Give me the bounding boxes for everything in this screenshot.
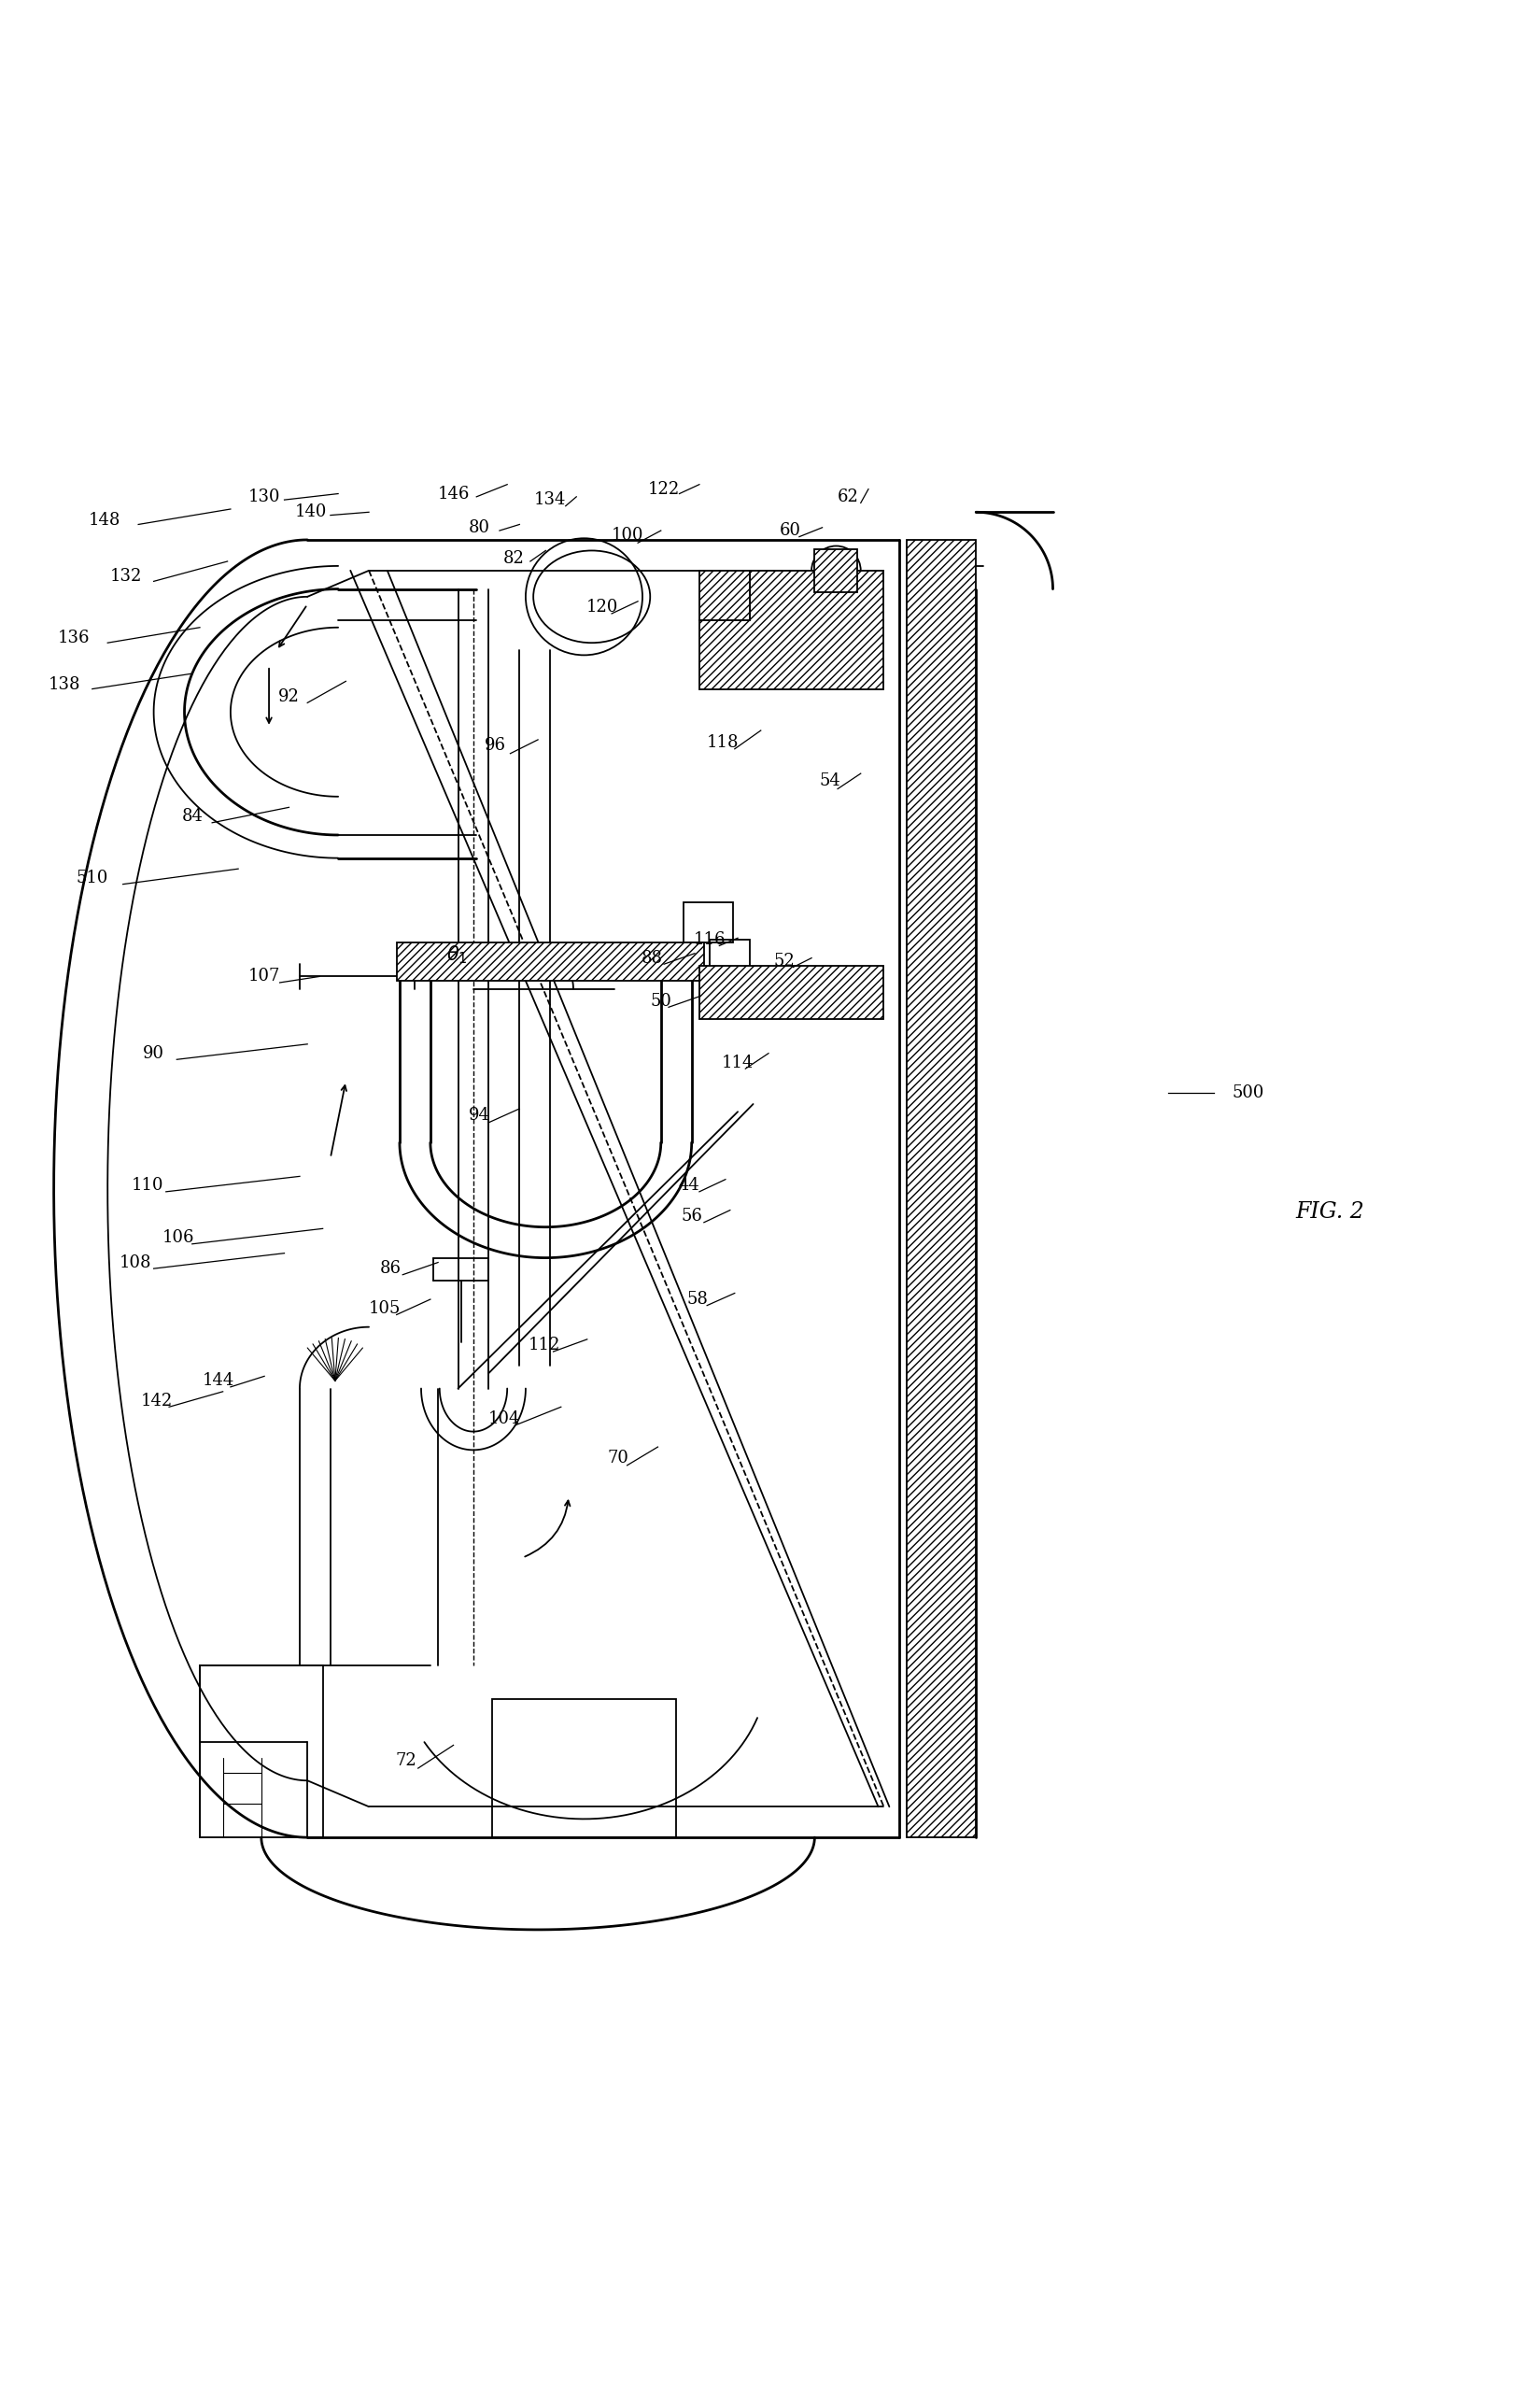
Bar — [710, 939, 750, 978]
Text: 62: 62 — [838, 489, 859, 506]
Text: 106: 106 — [163, 1230, 194, 1247]
Text: 80: 80 — [469, 520, 490, 537]
Bar — [200, 1666, 323, 1837]
Text: 100: 100 — [612, 527, 642, 544]
Text: 144: 144 — [203, 1373, 234, 1389]
Bar — [684, 903, 733, 942]
Text: 114: 114 — [722, 1055, 753, 1072]
Text: 138: 138 — [49, 677, 80, 694]
Text: 90: 90 — [143, 1045, 164, 1062]
Text: 56: 56 — [681, 1209, 702, 1226]
Text: 134: 134 — [535, 491, 566, 508]
Polygon shape — [699, 571, 750, 619]
Text: 82: 82 — [503, 549, 524, 566]
Polygon shape — [699, 571, 884, 689]
Text: 86: 86 — [380, 1259, 401, 1276]
Text: 107: 107 — [249, 968, 280, 985]
Text: 104: 104 — [489, 1411, 520, 1428]
Text: 54: 54 — [819, 773, 841, 790]
Text: 500: 500 — [1233, 1086, 1263, 1103]
Text: 146: 146 — [438, 486, 469, 503]
Text: 94: 94 — [469, 1105, 490, 1122]
Text: 118: 118 — [707, 734, 738, 751]
Text: 116: 116 — [695, 932, 725, 949]
Text: 130: 130 — [249, 489, 280, 506]
Text: FIG. 2: FIG. 2 — [1296, 1202, 1363, 1223]
Text: 108: 108 — [120, 1255, 151, 1271]
Polygon shape — [907, 539, 976, 1837]
Text: 132: 132 — [111, 568, 141, 585]
Bar — [815, 549, 858, 592]
Text: 60: 60 — [779, 523, 801, 539]
Text: 142: 142 — [141, 1392, 172, 1409]
Text: 58: 58 — [687, 1291, 709, 1308]
Text: 140: 140 — [295, 503, 326, 520]
Polygon shape — [397, 942, 704, 980]
Text: 510: 510 — [77, 869, 108, 886]
Text: 92: 92 — [278, 689, 300, 706]
Text: 52: 52 — [773, 954, 795, 970]
Text: 148: 148 — [89, 510, 120, 527]
Text: 112: 112 — [529, 1336, 559, 1353]
Text: 44: 44 — [678, 1178, 699, 1194]
Text: 110: 110 — [132, 1178, 163, 1194]
Text: 72: 72 — [395, 1753, 417, 1770]
Text: $\theta_1$: $\theta_1$ — [446, 944, 467, 966]
Text: 120: 120 — [587, 600, 618, 616]
Polygon shape — [699, 966, 884, 1019]
Text: 122: 122 — [649, 482, 679, 498]
Text: 96: 96 — [484, 737, 506, 754]
Text: 136: 136 — [58, 631, 89, 648]
Text: 70: 70 — [607, 1450, 629, 1466]
Text: 105: 105 — [369, 1300, 400, 1317]
Text: 84: 84 — [181, 809, 203, 826]
Text: 88: 88 — [641, 949, 662, 966]
Text: 50: 50 — [650, 992, 672, 1009]
Bar — [492, 1700, 676, 1837]
